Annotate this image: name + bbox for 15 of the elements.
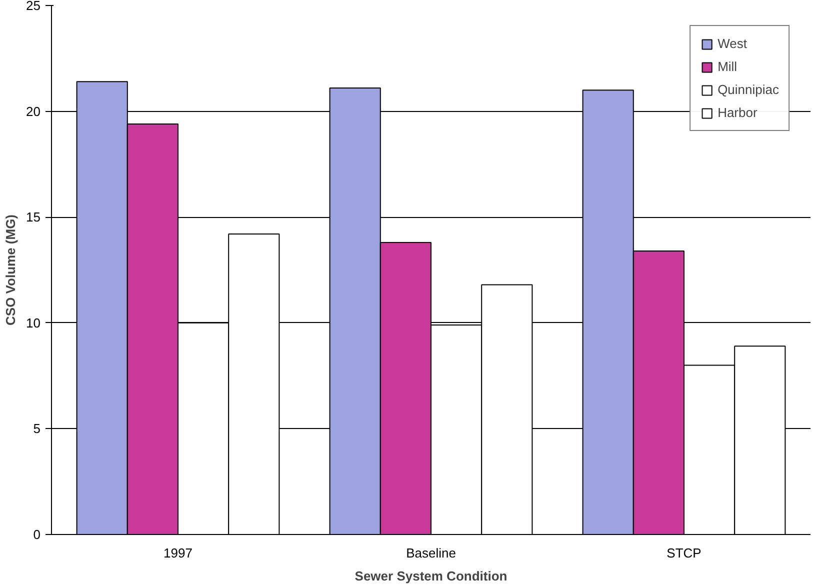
legend-label: Harbor — [718, 105, 758, 120]
legend-label: Quinnipiac — [718, 82, 779, 97]
y-tick-label: 10 — [26, 315, 41, 330]
x-tick-label: 1997 — [164, 546, 192, 560]
y-tick-label: 25 — [26, 0, 41, 13]
x-tick-label: STCP — [666, 546, 702, 560]
x-axis-title: Sewer System Condition — [354, 568, 508, 584]
y-axis-title: CSO Volume (MG) — [3, 214, 18, 326]
y-tick-label: 15 — [26, 210, 41, 225]
y-tick-label: 0 — [33, 527, 41, 542]
y-tick-label: 20 — [26, 104, 41, 119]
legend-label: West — [718, 36, 747, 51]
legend-label: Mill — [718, 59, 738, 74]
x-tick-label: Baseline — [406, 546, 456, 560]
y-tick-label: 5 — [33, 421, 41, 436]
